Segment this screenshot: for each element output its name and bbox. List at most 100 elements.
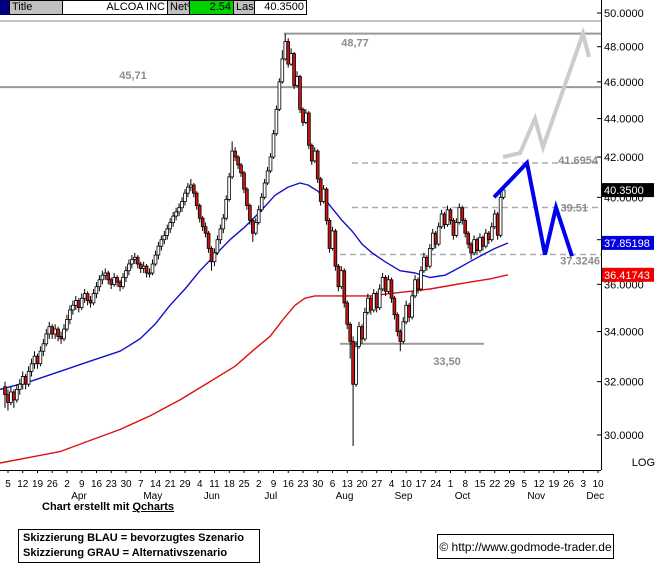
candle [466,232,470,245]
x-axis-day-label: 14 [150,479,162,490]
x-axis-day-label: 12 [533,479,545,490]
candle [392,297,397,316]
candle [3,386,7,395]
candle [35,355,40,365]
candle [124,270,128,278]
legend-blue-scenario: Skizzierung BLAU = bevorzugtes Szenario [23,532,244,544]
candle [147,272,152,275]
candle [174,211,178,217]
x-axis-day-label: 3 [580,479,586,490]
candle [489,226,494,241]
candle [227,176,232,200]
candle [230,150,235,178]
candle [82,293,87,299]
month-label-oct: Oct [455,491,471,502]
candle [312,150,317,162]
candle [448,209,453,221]
candle [14,388,19,401]
candle [389,279,394,299]
candle [186,186,190,194]
candle [298,76,302,110]
candle [404,304,408,323]
y-axis-label: 50.0000 [604,8,644,20]
candle [286,41,290,65]
level-label-39-51: 39.51 [560,203,588,215]
candle [56,328,60,337]
app-corner-icon [0,0,10,15]
candle [218,228,223,241]
candle [32,355,37,365]
candle [100,274,105,281]
candle [363,311,367,340]
legend-gray-scenario: Skizzierung GRAU = Alternativszenario [23,547,228,559]
chart-credit: Chart erstellt mit Qcharts [42,501,174,513]
candle [472,239,476,254]
candle [239,164,243,174]
candle [65,319,69,330]
qcharts-link[interactable]: Qcharts [132,501,175,513]
x-axis-day-label: 8 [462,479,468,490]
copyright-url: © http://www.godmode-trader.de [439,539,612,554]
candle [47,326,52,335]
gray-scenario-sketch [502,26,591,159]
x-axis-day-label: 10 [401,479,413,490]
x-axis-day-label: 22 [489,479,501,490]
candle [492,213,497,228]
month-label-dec: Dec [586,491,604,502]
candle [495,213,500,236]
candle [236,156,240,166]
candle [189,184,193,188]
candle [481,237,485,247]
candle [121,277,125,288]
x-axis-day-label: 6 [330,479,336,490]
level-label-41-6954: 41.6954 [558,155,599,167]
last-label: Last [233,0,257,15]
x-axis-day-label: 19 [32,479,44,490]
candle [360,326,364,340]
x-axis-day-label: 23 [297,479,309,490]
copyright-box[interactable]: © http://www.godmode-trader.de [437,534,614,559]
candle [94,286,99,295]
candle [330,230,335,249]
month-label-jun: Jun [204,491,220,502]
candle [433,232,438,245]
x-axis-day-label: 1 [448,479,454,490]
x-axis-day-label: 2 [256,479,262,490]
x-axis-day-label: 11 [209,479,220,490]
candle [463,219,467,234]
candle [212,252,217,263]
y-axis-label: 48.0000 [604,42,644,54]
x-axis-day-label: 27 [371,479,383,490]
candle [274,108,279,135]
candle [106,272,111,281]
candle [76,300,81,309]
ma-fast-line [0,182,509,391]
ma-slow-tag [602,267,654,282]
candle [407,304,411,318]
candle [410,295,414,318]
x-axis-day-label: 24 [430,479,442,490]
candle [345,302,349,325]
y-axis-label: 30.0000 [604,430,644,442]
candle [150,263,155,274]
candle [203,226,208,234]
x-axis-day-label: 9 [79,479,85,490]
candle [442,213,447,226]
candle [292,53,296,86]
x-axis-day-label: 26 [47,479,59,490]
candle [53,328,57,335]
candle [23,376,28,385]
candle [144,265,149,274]
candle [183,192,187,202]
candle [398,331,403,342]
candle [242,172,246,190]
candle [109,279,114,285]
candle [436,226,441,245]
candle [248,205,252,221]
candle [357,326,361,347]
candle [366,297,370,313]
candle [62,328,66,340]
candle [50,326,54,335]
candle [427,247,432,267]
